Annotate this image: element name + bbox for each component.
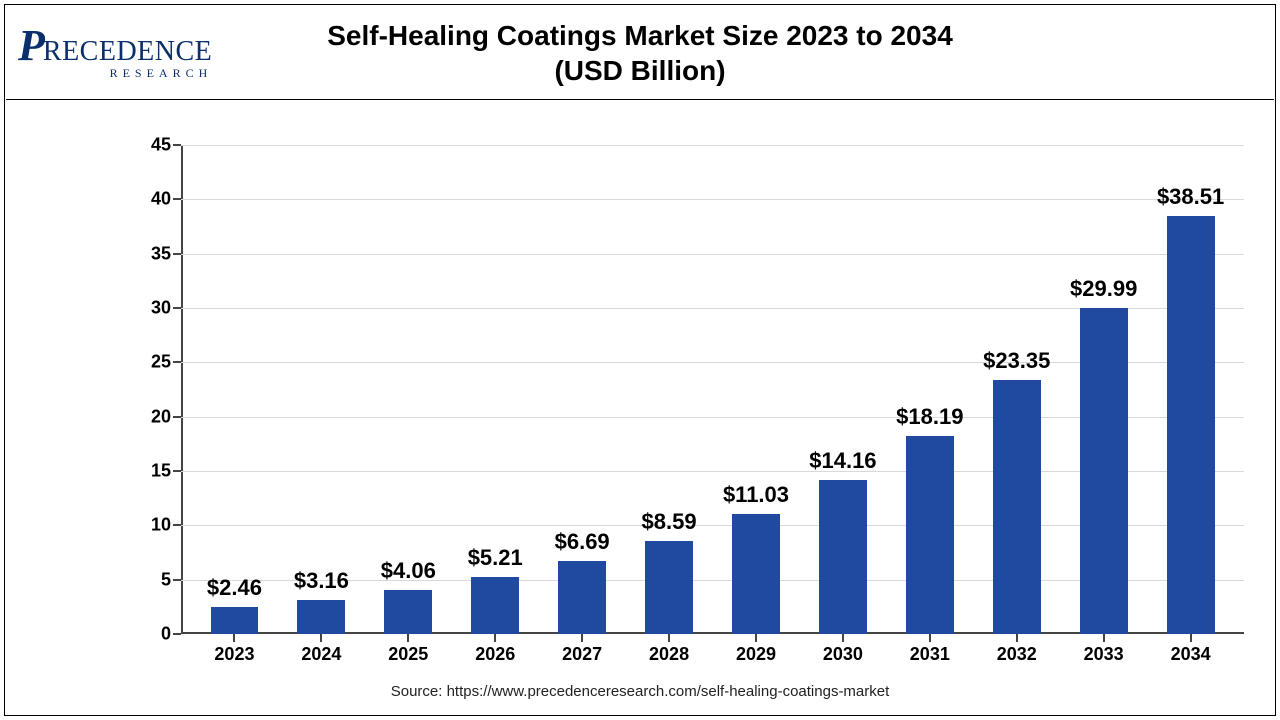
y-tick-label: 25 (126, 352, 171, 373)
bar-slot: $38.512034 (1147, 145, 1234, 634)
bar-slot: $2.462023 (191, 145, 278, 634)
y-tick-label: 30 (126, 297, 171, 318)
x-tick (1016, 634, 1018, 642)
x-tick (407, 634, 409, 642)
y-tick-label: 20 (126, 406, 171, 427)
x-tick-label: 2034 (1104, 644, 1278, 665)
y-tick (173, 416, 181, 418)
y-tick-label: 40 (126, 189, 171, 210)
x-tick (1190, 634, 1192, 642)
y-tick-label: 45 (126, 135, 171, 156)
bar-slot: $5.212026 (452, 145, 539, 634)
bar (732, 514, 780, 634)
y-tick-label: 15 (126, 460, 171, 481)
y-tick-label: 0 (126, 624, 171, 645)
bar-slot: $18.192031 (886, 145, 973, 634)
y-tick (173, 361, 181, 363)
title-line-1: Self-Healing Coatings Market Size 2023 t… (327, 20, 953, 51)
source-text: Source: https://www.precedenceresearch.c… (6, 683, 1274, 700)
y-tick (173, 633, 181, 635)
bar-value-label: $38.51 (1130, 184, 1252, 210)
x-tick (581, 634, 583, 642)
chart-area: $2.462023$3.162024$4.062025$5.212026$6.6… (6, 110, 1274, 714)
bar (1080, 308, 1128, 634)
logo-sub: RESEARCH (45, 66, 212, 81)
y-tick-label: 10 (126, 515, 171, 536)
bar-slot: $6.692027 (539, 145, 626, 634)
logo-brand: RECEDENCE (43, 36, 212, 68)
bar (558, 561, 606, 634)
bar (1167, 216, 1215, 634)
bar (471, 577, 519, 634)
bar-slot: $14.162030 (799, 145, 886, 634)
bar (211, 607, 259, 634)
y-tick (173, 524, 181, 526)
x-tick (494, 634, 496, 642)
y-tick-label: 35 (126, 243, 171, 264)
bars-container: $2.462023$3.162024$4.062025$5.212026$6.6… (181, 145, 1244, 634)
logo-glyph: P (18, 24, 45, 68)
bar (819, 480, 867, 634)
y-tick (173, 470, 181, 472)
bar-slot: $23.352032 (973, 145, 1060, 634)
chart-title: Self-Healing Coatings Market Size 2023 t… (327, 18, 953, 88)
x-tick (929, 634, 931, 642)
x-tick (755, 634, 757, 642)
bar (297, 600, 345, 634)
bar-slot: $8.592028 (626, 145, 713, 634)
x-tick (233, 634, 235, 642)
bar (906, 436, 954, 634)
y-tick (173, 307, 181, 309)
bar-slot: $11.032029 (713, 145, 800, 634)
x-tick (668, 634, 670, 642)
bar (384, 590, 432, 634)
y-tick (173, 198, 181, 200)
bar (645, 541, 693, 634)
x-tick (320, 634, 322, 642)
x-tick (842, 634, 844, 642)
bar (993, 380, 1041, 634)
y-tick (173, 144, 181, 146)
brand-logo: P RECEDENCE RESEARCH (18, 24, 212, 81)
title-line-2: (USD Billion) (554, 55, 725, 86)
y-tick (173, 253, 181, 255)
y-tick (173, 579, 181, 581)
plot-area: $2.462023$3.162024$4.062025$5.212026$6.6… (181, 145, 1244, 634)
x-tick (1103, 634, 1105, 642)
y-tick-label: 5 (126, 569, 171, 590)
bar-slot: $29.992033 (1060, 145, 1147, 634)
